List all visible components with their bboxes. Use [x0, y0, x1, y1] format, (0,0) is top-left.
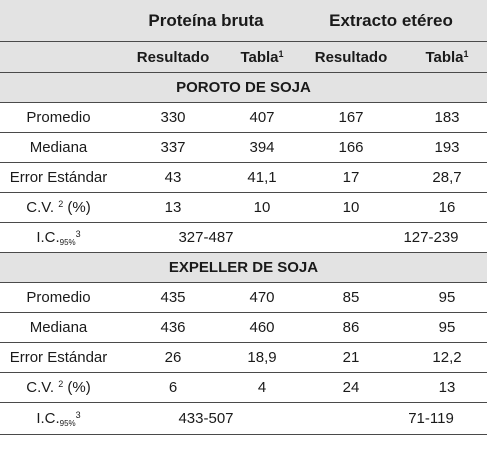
row-label: Mediana [29, 139, 88, 156]
value-cell: 166 [338, 139, 364, 156]
value-cell: 85 [342, 289, 360, 306]
value-cell: 4 [257, 379, 267, 396]
value-cell: 436 [160, 319, 186, 336]
row-label: Promedio [26, 289, 91, 306]
header-tabla-2: Tabla1 [425, 48, 469, 66]
ic-range-extracto: 71-119 [408, 410, 454, 427]
section-title-row: EXPELLER DE SOJA [0, 253, 487, 283]
header-proteina-bruta: Proteína bruta [148, 10, 264, 30]
ic-range-proteina: 433-507 [178, 410, 234, 427]
ic-range-proteina: 327-487 [178, 229, 234, 246]
value-cell: 86 [342, 319, 360, 336]
table-row: Mediana 337 394 166 193 [0, 133, 487, 163]
value-cell: 407 [249, 109, 275, 126]
row-label: Error Estándar [9, 169, 108, 186]
value-cell: 26 [164, 349, 182, 366]
header-resultado-1: Resultado [136, 48, 210, 66]
header-extracto-etereo: Extracto etéreo [329, 10, 453, 30]
section-title: EXPELLER DE SOJA [168, 259, 319, 276]
value-cell: 460 [249, 319, 275, 336]
ic-range-extracto: 127-239 [403, 229, 459, 246]
table-row: Error Estándar 26 18,9 21 12,2 [0, 343, 487, 373]
value-cell: 18,9 [247, 349, 277, 366]
value-cell: 337 [160, 139, 186, 156]
row-label: C.V. 2 (%) [26, 379, 91, 396]
table-row: C.V. 2 (%) 6 4 24 13 [0, 373, 487, 403]
value-cell: 10 [253, 199, 271, 216]
value-cell: 167 [338, 109, 364, 126]
value-cell: 41,1 [247, 169, 277, 186]
row-label: I.C.95%3 [36, 228, 81, 247]
value-cell: 13 [164, 199, 182, 216]
value-cell: 13 [438, 379, 456, 396]
row-label: Mediana [29, 319, 88, 336]
value-cell: 43 [164, 169, 182, 186]
header-resultado-2: Resultado [314, 48, 388, 66]
header-sub-row: Resultado Tabla1 Resultado Tabla1 [0, 42, 487, 73]
row-label: Promedio [26, 109, 91, 126]
value-cell: 12,2 [432, 349, 462, 366]
table-row: Promedio 435 470 85 95 [0, 283, 487, 313]
value-cell: 394 [249, 139, 275, 156]
value-cell: 435 [160, 289, 186, 306]
value-cell: 10 [342, 199, 360, 216]
row-label: C.V. 2 (%) [26, 199, 91, 216]
value-cell: 193 [434, 139, 460, 156]
table-row: Error Estándar 43 41,1 17 28,7 [0, 163, 487, 193]
table-row-ic: I.C.95%3 433-507 71-119 [0, 403, 487, 435]
value-cell: 95 [438, 289, 456, 306]
section-title: POROTO DE SOJA [176, 79, 311, 96]
value-cell: 17 [342, 169, 360, 186]
table-row: Promedio 330 407 167 183 [0, 103, 487, 133]
header-tabla-1: Tabla1 [240, 48, 284, 66]
table-row-ic: I.C.95%3 327-487 127-239 [0, 223, 487, 253]
value-cell: 183 [434, 109, 460, 126]
value-cell: 470 [249, 289, 275, 306]
value-cell: 6 [168, 379, 178, 396]
section-title-row: POROTO DE SOJA [0, 73, 487, 103]
table-row: Mediana 436 460 86 95 [0, 313, 487, 343]
header-group-row: Proteína bruta Extracto etéreo [0, 0, 487, 42]
value-cell: 24 [342, 379, 360, 396]
value-cell: 21 [342, 349, 360, 366]
value-cell: 28,7 [432, 169, 462, 186]
row-label: I.C.95%3 [36, 409, 81, 428]
value-cell: 95 [438, 319, 456, 336]
value-cell: 330 [160, 109, 186, 126]
row-label: Error Estándar [9, 349, 108, 366]
value-cell: 16 [438, 199, 456, 216]
table-row: C.V. 2 (%) 13 10 10 16 [0, 193, 487, 223]
